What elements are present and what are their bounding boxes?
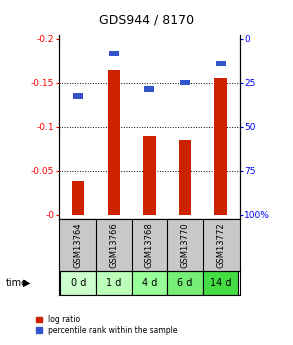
Text: GSM13768: GSM13768 — [145, 222, 154, 268]
Text: GDS944 / 8170: GDS944 / 8170 — [99, 14, 194, 27]
Text: 4 d: 4 d — [142, 278, 157, 288]
Text: 6 d: 6 d — [177, 278, 193, 288]
FancyBboxPatch shape — [167, 271, 203, 295]
Bar — [143, 136, 156, 215]
Text: time: time — [6, 278, 28, 288]
Text: ▶: ▶ — [23, 278, 31, 288]
Text: 14 d: 14 d — [210, 278, 231, 288]
FancyBboxPatch shape — [132, 271, 167, 295]
Text: 0 d: 0 d — [71, 278, 86, 288]
FancyBboxPatch shape — [96, 271, 132, 295]
Bar — [72, 181, 84, 215]
Text: GSM13764: GSM13764 — [74, 222, 83, 268]
Legend: log ratio, percentile rank within the sample: log ratio, percentile rank within the sa… — [33, 312, 181, 338]
Text: GSM13772: GSM13772 — [216, 222, 225, 268]
FancyBboxPatch shape — [60, 271, 96, 295]
Bar — [180, 80, 190, 86]
FancyBboxPatch shape — [203, 271, 239, 295]
Bar — [216, 61, 226, 66]
Bar — [73, 93, 83, 99]
Bar — [214, 78, 227, 215]
Text: GSM13770: GSM13770 — [180, 222, 190, 268]
Bar — [108, 70, 120, 215]
Bar — [179, 140, 191, 215]
Text: GSM13766: GSM13766 — [109, 222, 118, 268]
Text: 1 d: 1 d — [106, 278, 122, 288]
Bar — [109, 51, 119, 57]
Bar — [144, 86, 154, 92]
